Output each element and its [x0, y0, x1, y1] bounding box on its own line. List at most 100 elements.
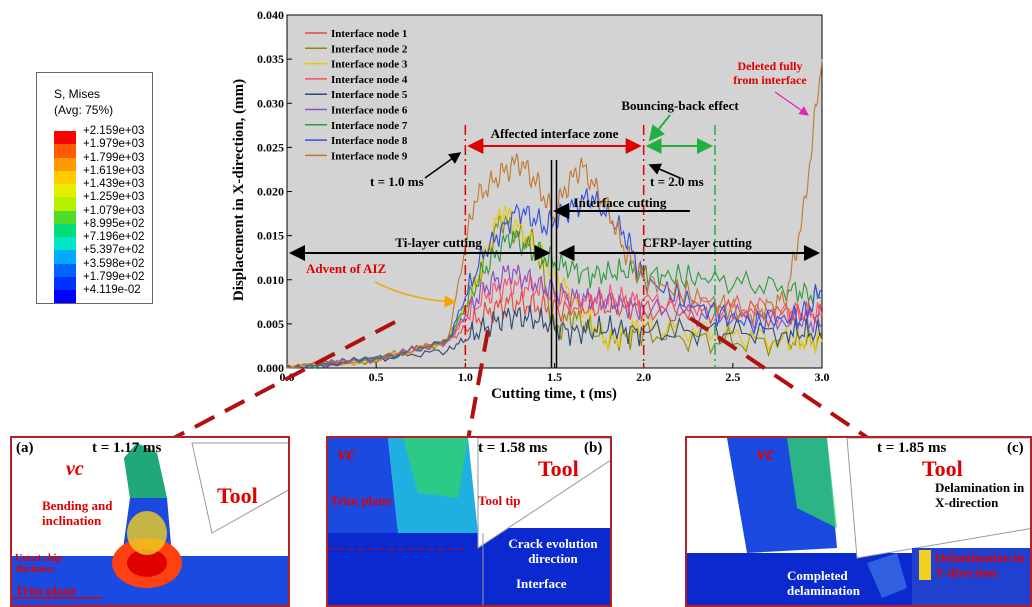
t1-arrow: [424, 152, 462, 179]
legend-value: +4.119e-02: [83, 284, 141, 296]
series-line-5: [286, 304, 823, 369]
y-axis-label: Displacement in X-direction, (mm): [231, 79, 247, 301]
panel-b: (b) t = 1.58 ms vc Tool Trim plane Tool …: [326, 436, 612, 607]
y-tick-label: 0.020: [257, 185, 284, 199]
bouncing-pointer: [648, 114, 671, 142]
y-tick-label: 0.015: [257, 229, 284, 243]
panel-c-id: (c): [1007, 440, 1024, 456]
legend-entry: Interface node 5: [331, 89, 408, 101]
series-line-9: [286, 59, 823, 369]
panel-b-note-interface: Interface: [516, 576, 567, 591]
panel-b-id: (b): [584, 440, 603, 456]
x-tick-label: 2.5: [725, 370, 740, 384]
connector-c: [688, 316, 870, 440]
affected-zone-label: Affected interface zone: [491, 126, 619, 141]
legend-swatch: [54, 157, 76, 171]
plot-area: [286, 14, 823, 369]
legend-value: +5.397e+02: [83, 244, 145, 257]
legend-swatch: [54, 184, 76, 198]
legend-swatch: [54, 131, 76, 145]
connector-b: [466, 329, 490, 441]
deleted-label-2: from interface: [733, 73, 807, 87]
panel-c: (c) t = 1.85 ms vc Tool Delamination in …: [685, 436, 1032, 607]
panel-c-time: t = 1.85 ms: [877, 440, 947, 456]
y-tick-label: 0.040: [257, 8, 284, 22]
panel-b-vc: vc: [338, 443, 356, 465]
legend-swatch: [54, 250, 76, 264]
legend-value: +8.995e+02: [83, 217, 145, 230]
legend-title: S, Mises: [54, 87, 101, 101]
x-tick-label: 1.0: [458, 370, 473, 384]
legend-swatch: [54, 263, 76, 277]
aiz-label: Advent of AIZ: [306, 261, 387, 276]
legend-swatch: [54, 276, 76, 290]
legend-swatch: [54, 237, 76, 251]
legend-value: +1.799e+02: [83, 270, 145, 283]
legend-value: +1.439e+03: [83, 178, 145, 190]
bouncing-label: Bouncing-back effect: [621, 98, 739, 113]
panel-a: (a) t = 1.17 ms vc Tool Bending and incl…: [10, 436, 290, 607]
legend-entry: Interface node 3: [331, 59, 408, 71]
panel-b-tool: Tool: [538, 456, 579, 481]
x-tick-label: 1.5: [547, 370, 562, 384]
deleted-label-1: Deleted fully: [738, 59, 803, 73]
panel-c-note-completed: Completed delamination: [787, 568, 860, 598]
deleted-arrow: [774, 91, 809, 116]
legend-entry: Interface node 6: [331, 105, 408, 117]
panel-a-note-bending: Bending and inclination: [42, 498, 113, 528]
ti-label: Ti-layer cutting: [395, 235, 482, 250]
legend-values: +2.159e+03 +1.979e+03 +1.799e+03 +1.619e+03…: [83, 125, 144, 297]
panel-a-tool: Tool: [217, 483, 258, 508]
panel-c-tool: Tool: [922, 456, 963, 481]
x-tick-label: 0.5: [369, 370, 384, 384]
legend-value: +3.598e+02: [83, 257, 145, 270]
legend-value: +7.196e+02: [83, 231, 145, 243]
y-tick-label: 0.000: [257, 361, 284, 375]
legend-value: +2.159e+03: [83, 125, 145, 137]
legend-swatch: [54, 210, 76, 224]
legend-entry: Interface node 4: [331, 74, 408, 86]
y-tick-label: 0.025: [257, 140, 284, 154]
legend-entry: Interface node 9: [331, 150, 408, 162]
y-tick-label: 0.035: [257, 52, 284, 66]
legend-value: +1.619e+03: [83, 164, 145, 177]
legend-value: +1.979e+03: [83, 138, 145, 151]
legend-swatch: [54, 170, 76, 184]
legend-swatch: [54, 223, 76, 237]
axes: 0.00.51.01.52.02.53.00.0000.0050.0100.01…: [257, 8, 830, 384]
legend-entry: Interface node 1: [331, 28, 407, 40]
panel-c-note-delam-y: Delamination in Y-direction: [935, 550, 1025, 580]
panel-c-vc: vc: [757, 443, 775, 465]
contour-legend: S, Mises (Avg: 75%) +2.159e+03 +1.979e+03…: [36, 72, 153, 304]
panel-a-note-trim: Trim plane: [15, 583, 77, 598]
series-legend: Interface node 1 Interface node 2 Interfac…: [305, 28, 408, 162]
panel-a-note-chip: Uncut chip thickness: [15, 553, 62, 575]
legend-subtitle: (Avg: 75%): [54, 103, 114, 117]
legend-swatch: [54, 290, 76, 304]
cfrp-label: CFRP-layer cutting: [643, 235, 753, 250]
x-tick-label: 3.0: [815, 370, 830, 384]
legend-colorbar: [54, 131, 76, 304]
y-tick-label: 0.010: [257, 273, 284, 287]
panel-b-time: t = 1.58 ms: [478, 440, 548, 456]
panel-b-note-tooltip: Tool tip: [478, 493, 521, 508]
legend-entry: Interface node 8: [331, 135, 408, 147]
panel-a-id: (a): [16, 440, 34, 456]
x-tick-label: 2.0: [636, 370, 651, 384]
legend-swatch: [54, 144, 76, 158]
interface-cutting-label: Interface cutting: [574, 195, 667, 210]
aiz-arrow: [374, 281, 457, 308]
panel-a-vc: vc: [66, 458, 84, 480]
panel-b-note-trim: Trim plane: [330, 493, 392, 508]
x-axis-label: Cutting time, t (ms): [491, 386, 617, 402]
t1-label: t = 1.0 ms: [370, 174, 424, 189]
series-lines: [286, 59, 823, 369]
t2-label: t = 2.0 ms: [650, 174, 704, 189]
legend-value: +1.079e+03: [83, 204, 145, 217]
legend-value: +1.799e+03: [83, 151, 145, 164]
y-tick-label: 0.005: [257, 317, 284, 331]
legend-swatch: [54, 197, 76, 211]
panel-a-time: t = 1.17 ms: [92, 440, 162, 456]
